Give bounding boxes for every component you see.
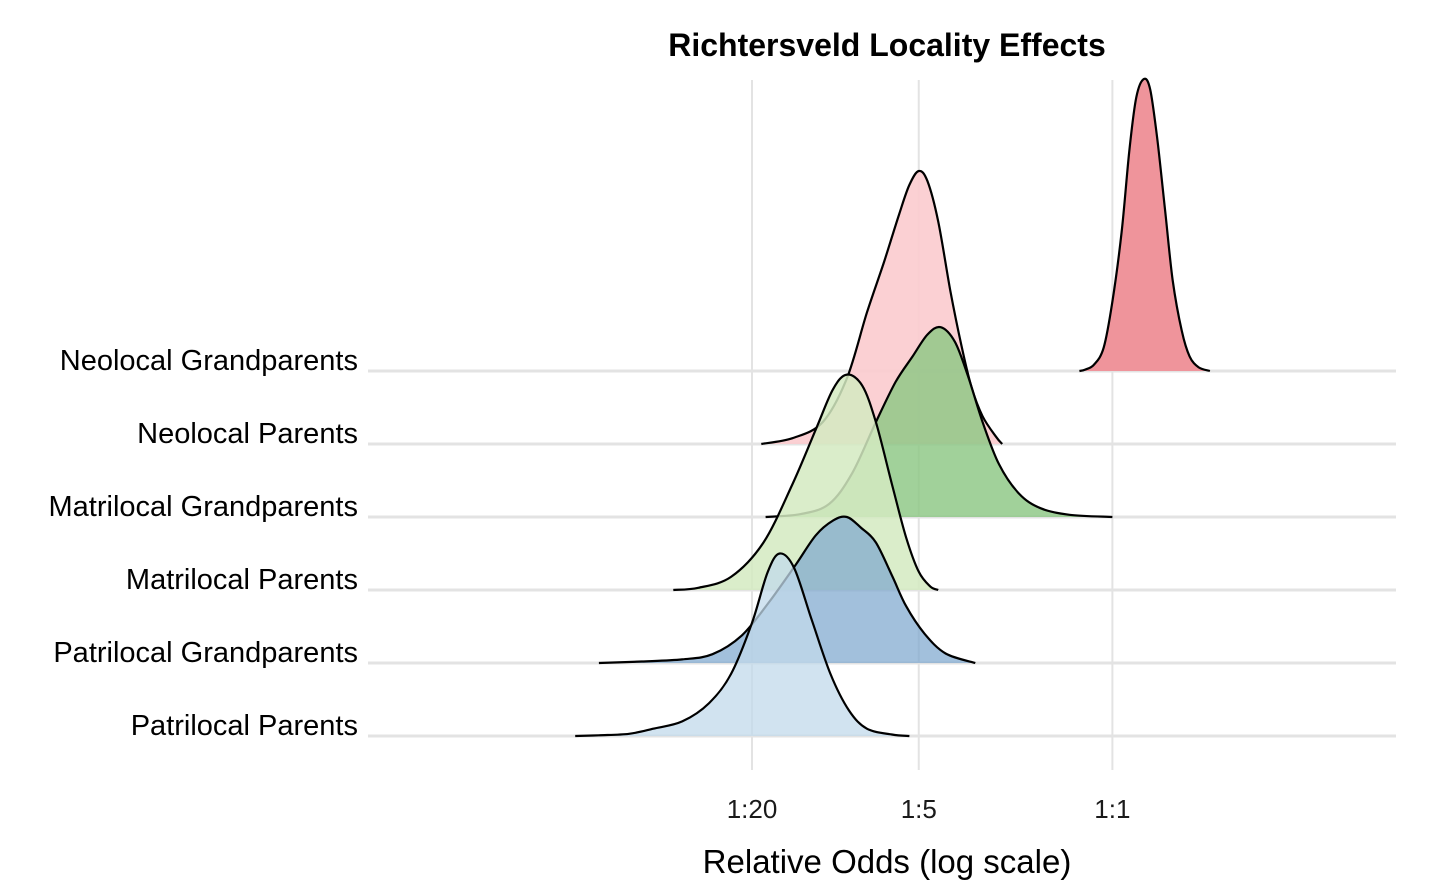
chart-title: Richtersveld Locality Effects [668,27,1105,63]
ridge-fill-5 [575,553,910,736]
x-tick-label-2: 1:1 [1094,794,1130,824]
y-axis-labels: Neolocal Grandparents Neolocal Parents Mat… [49,345,358,742]
ridge-densities [575,77,1211,738]
x-tick-label-0: 1:20 [727,794,778,824]
x-tick-label-1: 1:5 [901,794,937,824]
ridge-outline-4 [598,515,976,665]
y-label-3: Matrilocal Parents [126,564,358,596]
x-axis-ticks: 1:20 1:5 1:1 [727,794,1131,824]
x-axis-title: Relative Odds (log scale) [703,843,1072,880]
y-label-1: Neolocal Parents [137,418,358,450]
ridge-outline-3 [673,373,939,592]
y-label-4: Patrilocal Grandparents [53,637,358,669]
y-label-0: Neolocal Grandparents [60,345,358,377]
ridge-neolocal-grandparents [1079,77,1211,373]
ridge-fill-0 [1079,78,1210,372]
ridge-outline-5 [575,552,910,738]
ridge-outline-0 [1079,77,1211,373]
y-label-5: Patrilocal Parents [131,710,358,742]
y-label-2: Matrilocal Grandparents [49,491,358,523]
ridge-fill-2 [765,326,1113,517]
ridge-patrilocal-parents [575,552,910,738]
